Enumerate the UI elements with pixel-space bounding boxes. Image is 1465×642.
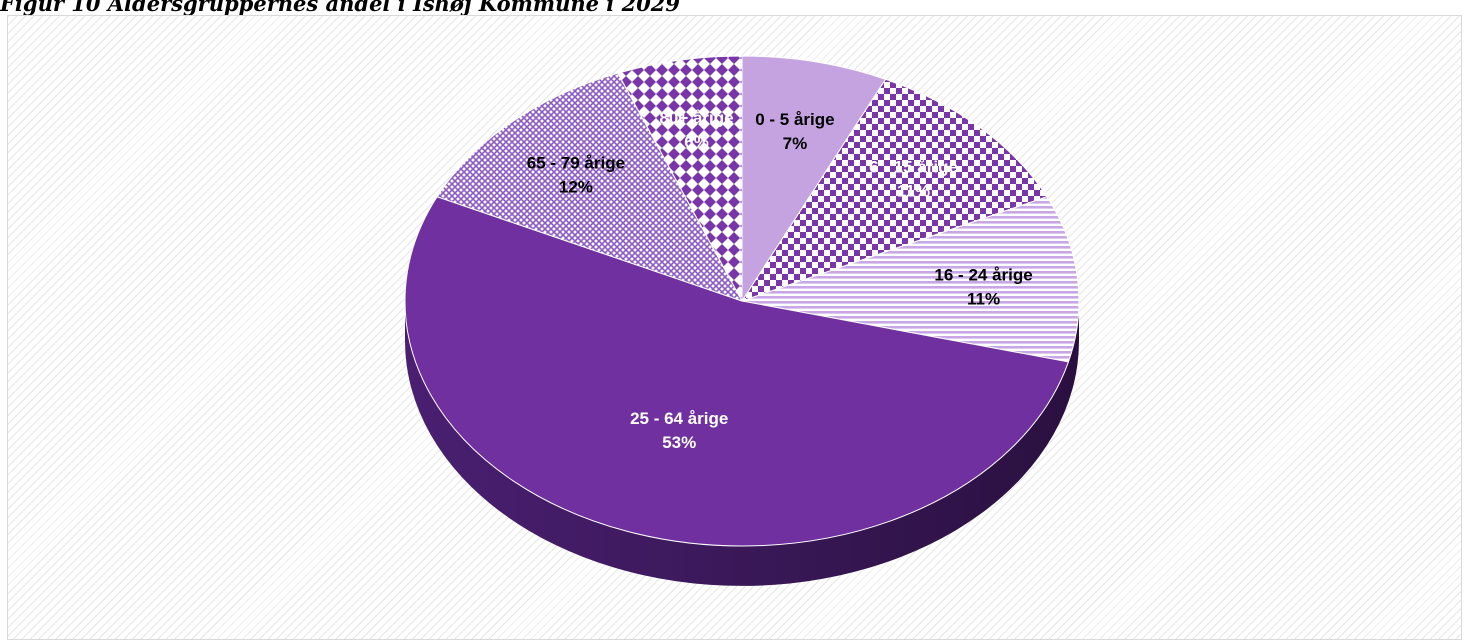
pie-slice-0 <box>741 55 887 303</box>
slice-pct-3: 53% <box>662 433 696 452</box>
slice-pct-5: 6% <box>684 133 709 152</box>
pie-slice-4 <box>436 72 744 302</box>
slice-label-2: 16 - 24 årige <box>934 265 1032 284</box>
chart-title: Figur 10 Aldersgruppernes andel i Ishøj … <box>0 0 681 16</box>
pie-slice-1 <box>740 78 1048 302</box>
chart-area: 0 - 5 årige 7% 6 - 15 årige 11% 16 - 24 årig… <box>7 15 1462 640</box>
slice-pct-4: 12% <box>559 177 593 196</box>
slice-label-4: 65 - 79 årige <box>527 153 625 172</box>
pie-side-rim <box>405 301 1079 586</box>
slice-label-3: 25 - 64 årige <box>630 409 728 428</box>
slice-label-0: 0 - 5 årige <box>755 110 834 129</box>
slice-pct-0: 7% <box>783 134 808 153</box>
pie-chart: 0 - 5 årige 7% 6 - 15 årige 11% 16 - 24 årig… <box>404 55 1080 586</box>
slice-label-1: 6 - 15 årige <box>869 157 958 176</box>
pie-slice-3 <box>404 196 1070 547</box>
pie-slice-2 <box>740 196 1080 363</box>
slice-pct-1: 11% <box>897 181 930 200</box>
slice-label-5: 80+ årige <box>659 109 733 128</box>
slice-pct-2: 11% <box>967 289 1000 308</box>
pie-slice-5 <box>617 55 743 302</box>
